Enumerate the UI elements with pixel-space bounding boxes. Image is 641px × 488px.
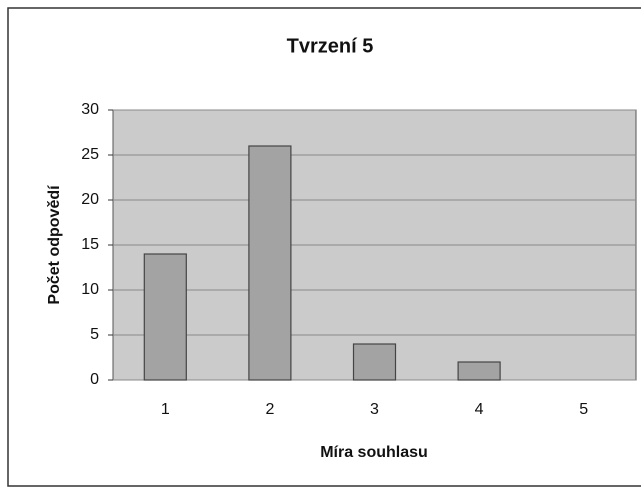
bar: [457, 361, 501, 381]
x-axis-label: Míra souhlasu: [320, 444, 428, 461]
bar: [143, 253, 187, 381]
chart-title: Tvrzení 5: [287, 35, 374, 57]
bar: [352, 343, 397, 381]
y-tick-label: 25: [81, 146, 99, 163]
x-tick-label: 1: [161, 401, 170, 418]
y-tick-label: 30: [81, 101, 99, 118]
x-tick-label: 5: [579, 401, 588, 418]
x-tick-label: 4: [475, 401, 484, 418]
y-tick-label: 10: [81, 281, 99, 298]
y-tick-label: 15: [81, 236, 99, 253]
bar: [248, 145, 292, 381]
y-tick-label: 5: [90, 326, 99, 343]
x-tick-label: 2: [265, 401, 274, 418]
y-axis-label: Počet odpovědí: [46, 185, 63, 305]
x-tick-label: 3: [370, 401, 379, 418]
y-tick-label: 20: [81, 191, 99, 208]
y-tick-label: 0: [90, 371, 99, 388]
